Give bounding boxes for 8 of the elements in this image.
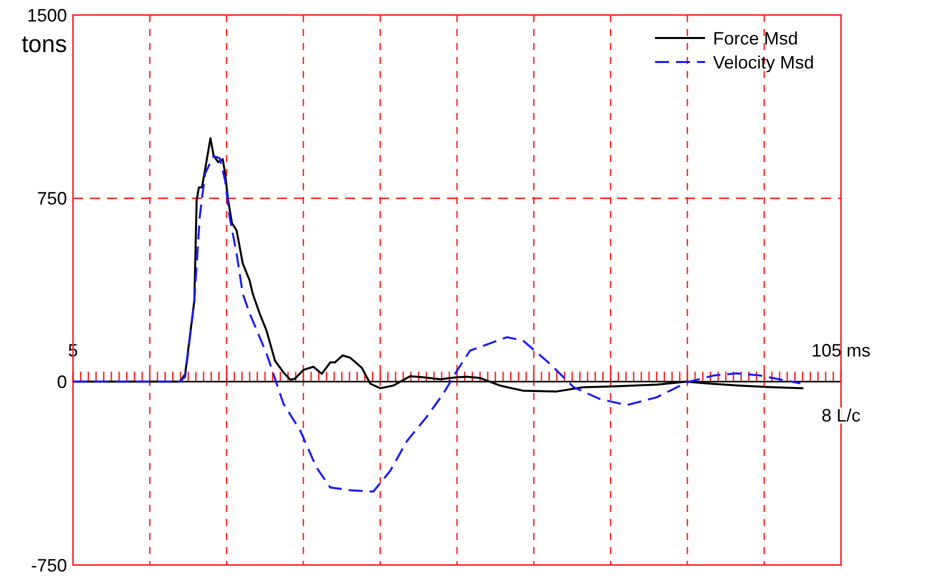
y-tick-label: 750: [36, 188, 67, 209]
y-tick-label: -750: [30, 555, 67, 576]
y-tick-label: 1500: [26, 5, 67, 26]
legend-label: Force Msd: [713, 28, 798, 48]
legend-label: Velocity Msd: [713, 52, 814, 72]
y-axis-title: tons: [22, 31, 67, 58]
y-tick-label: 0: [56, 372, 67, 392]
x-tick-label: 105 ms: [811, 340, 871, 361]
